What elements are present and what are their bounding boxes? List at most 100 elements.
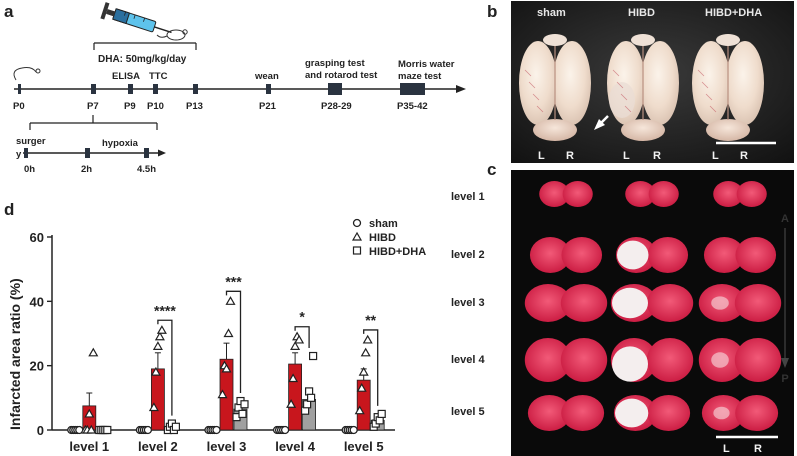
infarct (612, 346, 648, 382)
data-point (294, 334, 305, 344)
data-point (362, 334, 373, 344)
brain-group-hibd-dha: HIBD+DHA (705, 7, 762, 19)
data-point (309, 351, 318, 361)
data-point (221, 363, 232, 373)
slice-2-1 (529, 237, 603, 273)
infarct-small (711, 296, 729, 310)
tick-p21: P21 (259, 101, 277, 112)
syringe-icon (100, 2, 172, 34)
slice-right (560, 284, 608, 322)
data-point (156, 325, 167, 334)
slice-left (625, 181, 656, 207)
wean-label: wean (254, 71, 279, 82)
x-tick-label: level 4 (275, 439, 316, 454)
slice-4-2 (610, 338, 694, 382)
data-point (152, 341, 163, 350)
t2-label: 2h (81, 164, 92, 175)
olfactory-bulb (631, 34, 655, 46)
tick-p13: P13 (186, 101, 203, 112)
panel-label-c: c (487, 160, 496, 179)
slice-4-1 (524, 338, 608, 382)
slice-1-2 (625, 181, 679, 207)
vessel (524, 69, 532, 77)
slice-3-3 (698, 284, 782, 322)
data-point (171, 422, 180, 431)
level-label-5: level 5 (451, 406, 485, 418)
timeline-tick-labels: P0 P7 P9 P10 P13 P21 P28-29 P35-42 (13, 101, 428, 112)
brain-2 (607, 34, 679, 141)
legend-label: HIBD+DHA (369, 246, 426, 258)
bar (150, 368, 165, 431)
panel-label-b: b (487, 2, 497, 21)
tick-p7: P7 (87, 101, 99, 112)
right-hemisphere (726, 41, 764, 125)
vessel (697, 69, 705, 77)
slice-right (647, 395, 691, 431)
slice-right (561, 237, 603, 273)
level-label-4: level 4 (451, 354, 486, 366)
data-point (225, 296, 236, 305)
level-label-3: level 3 (451, 297, 485, 309)
bar (288, 363, 303, 431)
slice-3-2 (610, 284, 694, 322)
vessel (624, 105, 632, 113)
significance-stars: **** (154, 302, 176, 318)
tick-p9: P9 (124, 101, 136, 112)
hypoxia-label: hypoxia (102, 138, 139, 149)
slice-right (562, 181, 593, 207)
brain-1 (519, 34, 591, 141)
vessel (701, 81, 709, 89)
slice-left (529, 237, 571, 273)
posterior-label: P (781, 373, 788, 385)
slice-left (539, 181, 570, 207)
tick-p10: P10 (147, 101, 164, 112)
slice-right (648, 181, 679, 207)
data-point (238, 409, 247, 419)
data-point (354, 405, 365, 415)
data-point (154, 331, 165, 341)
infarct (615, 398, 649, 428)
significance-bracket (363, 329, 379, 406)
slice-left (524, 338, 572, 382)
panel-label-d: d (4, 200, 14, 219)
infarct (612, 287, 648, 319)
brain-l-2: L (623, 150, 630, 162)
t45-label: 4.5h (137, 164, 156, 175)
data-point (143, 425, 153, 435)
data-point (288, 373, 299, 383)
vessel (616, 81, 624, 89)
level-label-1: level 1 (451, 191, 485, 203)
brain-r-1: R (566, 150, 574, 162)
slice-5-2 (613, 395, 691, 431)
data-point (223, 328, 234, 338)
x-tick-label: level 1 (69, 439, 109, 454)
y-tick-label: 20 (30, 359, 44, 374)
y-tick-label: 40 (30, 294, 44, 309)
panel-label-a: a (4, 2, 14, 21)
slice-left (703, 237, 745, 273)
brain-l-3: L (712, 150, 719, 162)
data-point (356, 382, 367, 392)
grasping-label: grasping test (305, 58, 365, 69)
y-tick-label: 0 (37, 423, 44, 438)
brains (519, 34, 764, 141)
pup-icon (156, 29, 188, 41)
slice-right (735, 237, 777, 273)
slice-3-1 (524, 284, 608, 322)
data-point (290, 341, 301, 350)
t0-label: 0h (24, 164, 35, 175)
x-tick-label: level 3 (207, 439, 247, 454)
infarct (617, 240, 649, 270)
slice-5-3 (701, 395, 779, 431)
data-point (349, 425, 358, 435)
tick-p28: P28-29 (321, 101, 352, 112)
slice-right (734, 338, 782, 382)
data-point (84, 408, 95, 418)
slice-right (646, 284, 694, 322)
slice-right (561, 395, 605, 431)
significance-bracket (157, 319, 173, 416)
legend: sham HIBD HIBD+DHA (351, 218, 426, 258)
cerebellum (621, 119, 665, 141)
brain-3 (692, 34, 764, 141)
